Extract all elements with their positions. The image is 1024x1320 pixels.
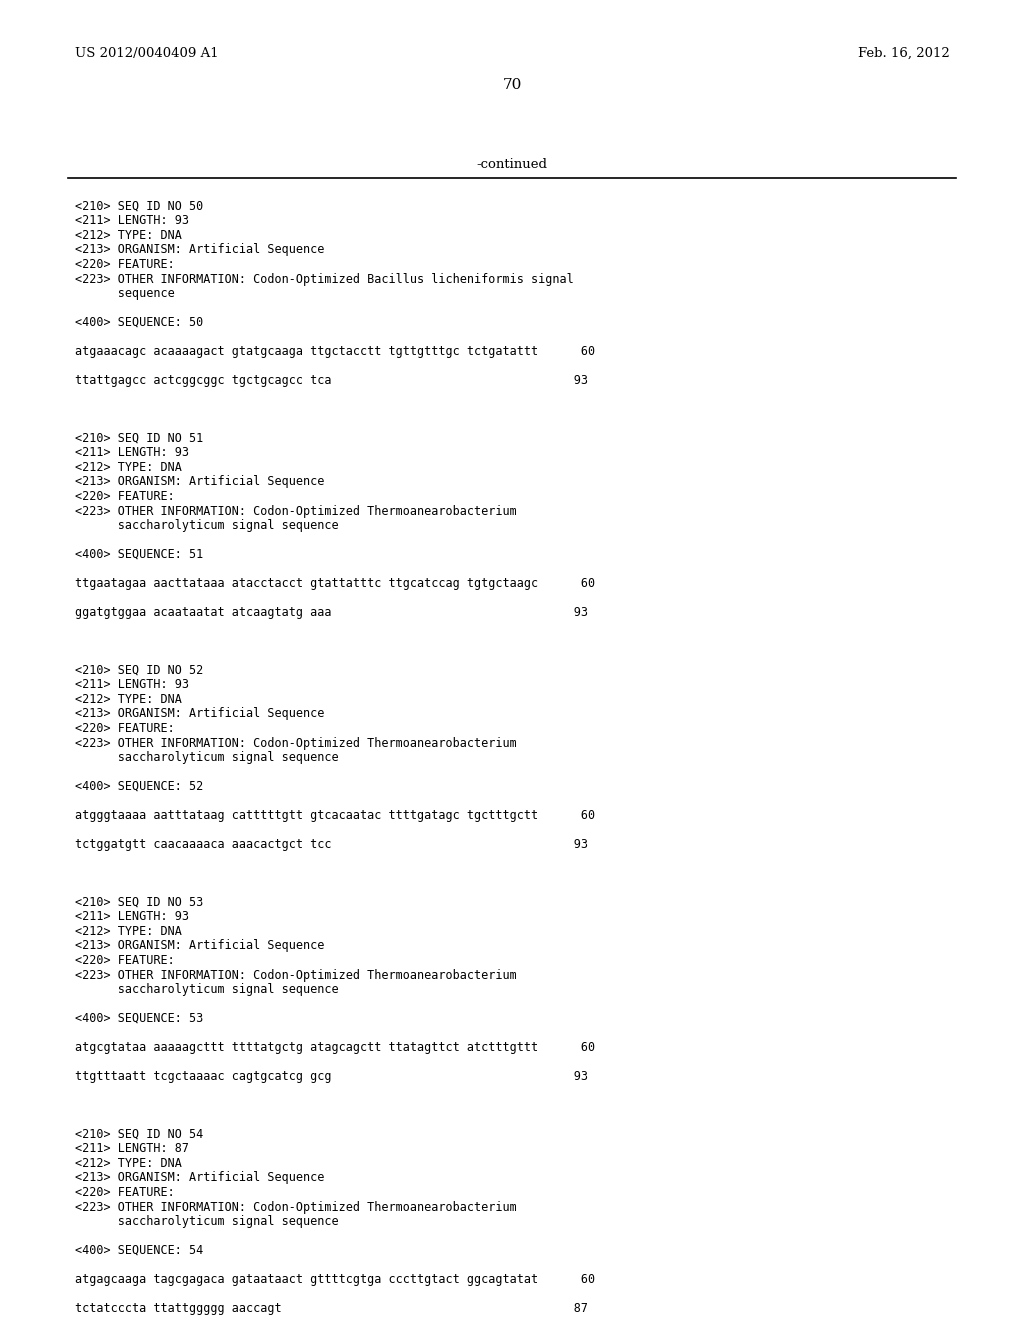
Text: <213> ORGANISM: Artificial Sequence: <213> ORGANISM: Artificial Sequence	[75, 940, 325, 953]
Text: tctatcccta ttattggggg aaccagt                                         87: tctatcccta ttattggggg aaccagt 87	[75, 1302, 588, 1315]
Text: <223> OTHER INFORMATION: Codon-Optimized Thermoanearobacterium: <223> OTHER INFORMATION: Codon-Optimized…	[75, 969, 517, 982]
Text: ttattgagcc actcggcggc tgctgcagcc tca                                  93: ttattgagcc actcggcggc tgctgcagcc tca 93	[75, 374, 588, 387]
Text: saccharolyticum signal sequence: saccharolyticum signal sequence	[75, 983, 339, 997]
Text: <223> OTHER INFORMATION: Codon-Optimized Thermoanearobacterium: <223> OTHER INFORMATION: Codon-Optimized…	[75, 504, 517, 517]
Text: ggatgtggaa acaataatat atcaagtatg aaa                                  93: ggatgtggaa acaataatat atcaagtatg aaa 93	[75, 606, 588, 619]
Text: <210> SEQ ID NO 52: <210> SEQ ID NO 52	[75, 664, 203, 677]
Text: <212> TYPE: DNA: <212> TYPE: DNA	[75, 925, 182, 939]
Text: atgaaacagc acaaaagact gtatgcaaga ttgctacctt tgttgtttgc tctgatattt      60: atgaaacagc acaaaagact gtatgcaaga ttgctac…	[75, 345, 595, 358]
Text: sequence: sequence	[75, 286, 175, 300]
Text: <210> SEQ ID NO 50: <210> SEQ ID NO 50	[75, 201, 203, 213]
Text: <212> TYPE: DNA: <212> TYPE: DNA	[75, 228, 182, 242]
Text: <210> SEQ ID NO 54: <210> SEQ ID NO 54	[75, 1129, 203, 1140]
Text: <213> ORGANISM: Artificial Sequence: <213> ORGANISM: Artificial Sequence	[75, 1172, 325, 1184]
Text: <213> ORGANISM: Artificial Sequence: <213> ORGANISM: Artificial Sequence	[75, 243, 325, 256]
Text: <210> SEQ ID NO 51: <210> SEQ ID NO 51	[75, 432, 203, 445]
Text: atgcgtataa aaaaagcttt ttttatgctg atagcagctt ttatagttct atctttgttt      60: atgcgtataa aaaaagcttt ttttatgctg atagcag…	[75, 1041, 595, 1053]
Text: <211> LENGTH: 93: <211> LENGTH: 93	[75, 678, 189, 692]
Text: <223> OTHER INFORMATION: Codon-Optimized Thermoanearobacterium: <223> OTHER INFORMATION: Codon-Optimized…	[75, 1200, 517, 1213]
Text: <211> LENGTH: 93: <211> LENGTH: 93	[75, 446, 189, 459]
Text: <220> FEATURE:: <220> FEATURE:	[75, 257, 175, 271]
Text: <213> ORGANISM: Artificial Sequence: <213> ORGANISM: Artificial Sequence	[75, 475, 325, 488]
Text: <220> FEATURE:: <220> FEATURE:	[75, 954, 175, 968]
Text: 70: 70	[503, 78, 521, 92]
Text: <220> FEATURE:: <220> FEATURE:	[75, 722, 175, 735]
Text: <211> LENGTH: 87: <211> LENGTH: 87	[75, 1143, 189, 1155]
Text: <223> OTHER INFORMATION: Codon-Optimized Thermoanearobacterium: <223> OTHER INFORMATION: Codon-Optimized…	[75, 737, 517, 750]
Text: ttgtttaatt tcgctaaaac cagtgcatcg gcg                                  93: ttgtttaatt tcgctaaaac cagtgcatcg gcg 93	[75, 1071, 588, 1082]
Text: tctggatgtt caacaaaaca aaacactgct tcc                                  93: tctggatgtt caacaaaaca aaacactgct tcc 93	[75, 838, 588, 851]
Text: saccharolyticum signal sequence: saccharolyticum signal sequence	[75, 751, 339, 764]
Text: <223> OTHER INFORMATION: Codon-Optimized Bacillus licheniformis signal: <223> OTHER INFORMATION: Codon-Optimized…	[75, 272, 573, 285]
Text: <213> ORGANISM: Artificial Sequence: <213> ORGANISM: Artificial Sequence	[75, 708, 325, 721]
Text: saccharolyticum signal sequence: saccharolyticum signal sequence	[75, 1214, 339, 1228]
Text: <211> LENGTH: 93: <211> LENGTH: 93	[75, 214, 189, 227]
Text: <220> FEATURE:: <220> FEATURE:	[75, 1185, 175, 1199]
Text: saccharolyticum signal sequence: saccharolyticum signal sequence	[75, 519, 339, 532]
Text: atgggtaaaa aatttataag catttttgtt gtcacaatac ttttgatagc tgctttgctt      60: atgggtaaaa aatttataag catttttgtt gtcacaa…	[75, 809, 595, 822]
Text: <400> SEQUENCE: 54: <400> SEQUENCE: 54	[75, 1243, 203, 1257]
Text: <400> SEQUENCE: 50: <400> SEQUENCE: 50	[75, 315, 203, 329]
Text: <210> SEQ ID NO 53: <210> SEQ ID NO 53	[75, 896, 203, 909]
Text: <220> FEATURE:: <220> FEATURE:	[75, 490, 175, 503]
Text: atgagcaaga tagcgagaca gataataact gttttcgtga cccttgtact ggcagtatat      60: atgagcaaga tagcgagaca gataataact gttttcg…	[75, 1272, 595, 1286]
Text: US 2012/0040409 A1: US 2012/0040409 A1	[75, 48, 219, 59]
Text: <212> TYPE: DNA: <212> TYPE: DNA	[75, 1158, 182, 1170]
Text: -continued: -continued	[476, 158, 548, 172]
Text: <400> SEQUENCE: 51: <400> SEQUENCE: 51	[75, 548, 203, 561]
Text: <400> SEQUENCE: 53: <400> SEQUENCE: 53	[75, 1012, 203, 1026]
Text: <212> TYPE: DNA: <212> TYPE: DNA	[75, 461, 182, 474]
Text: <400> SEQUENCE: 52: <400> SEQUENCE: 52	[75, 780, 203, 793]
Text: <212> TYPE: DNA: <212> TYPE: DNA	[75, 693, 182, 706]
Text: ttgaatagaa aacttataaa atacctacct gtattatttc ttgcatccag tgtgctaagc      60: ttgaatagaa aacttataaa atacctacct gtattat…	[75, 577, 595, 590]
Text: Feb. 16, 2012: Feb. 16, 2012	[858, 48, 950, 59]
Text: <211> LENGTH: 93: <211> LENGTH: 93	[75, 911, 189, 924]
